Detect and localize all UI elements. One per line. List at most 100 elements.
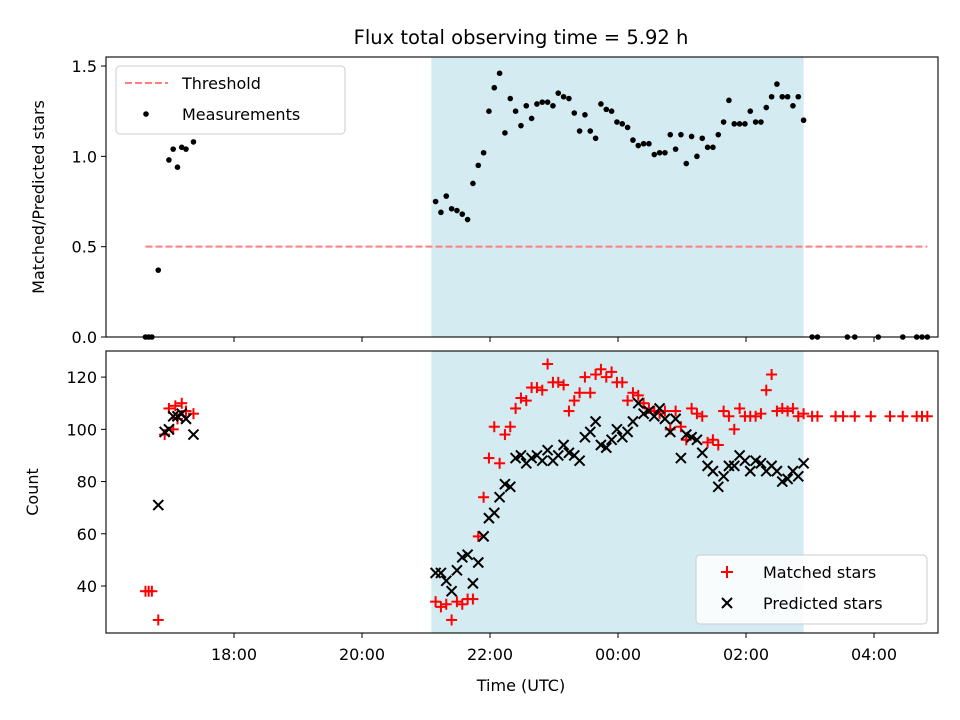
measurement-point [571, 110, 578, 116]
matched-star-point [440, 598, 452, 610]
matched-star-point [510, 402, 522, 414]
matched-star-point [180, 405, 192, 417]
bottom-y-tick-label: 60 [77, 525, 97, 544]
matched-star-point [488, 421, 500, 433]
measurement-point [190, 139, 197, 145]
matched-star-point [723, 410, 735, 422]
measurement-point [790, 102, 796, 109]
bottom-y-tick-label: 100 [66, 420, 97, 439]
measurement-point [619, 121, 626, 127]
predicted-star-point [589, 415, 602, 428]
matched-star-point [478, 491, 490, 503]
predicted-star-point [653, 402, 666, 415]
predicted-star-point [152, 499, 164, 511]
matched-star-point [483, 452, 495, 464]
measurement-point [678, 131, 684, 138]
matched-star-point [606, 366, 618, 378]
measurement-point [752, 119, 759, 125]
predicted-star-point [515, 449, 527, 462]
top-panel: 0.0 0.5 1.0 1.5 Matched/Predicted stars Thr… [29, 56, 939, 347]
predicted-star-point [739, 454, 751, 467]
matched-star-point [696, 410, 708, 422]
matched-star-point [499, 429, 511, 441]
matched-star-point [616, 376, 628, 388]
measurement-point [624, 124, 631, 131]
predicted-star-point [552, 449, 564, 462]
measurement-point [779, 93, 786, 100]
measurement-point [432, 198, 439, 205]
measurement-point [667, 131, 674, 138]
predicted-star-point [584, 426, 596, 438]
matched-star-point [897, 410, 909, 422]
measurement-point [480, 149, 487, 156]
matched-star-point [766, 369, 778, 380]
measurement-point [539, 99, 546, 105]
measurement-point [507, 95, 514, 102]
predicted-star-point [669, 413, 682, 425]
matched-star-point [622, 395, 634, 407]
predicted-star-point [707, 465, 719, 477]
predicted-star-point [696, 447, 708, 459]
measurement-point [459, 211, 466, 217]
matched-star-point [467, 593, 479, 605]
predicted-star-point [440, 575, 452, 587]
matched-star-point [152, 614, 164, 626]
measurement-point [720, 119, 727, 125]
matched-star-point [686, 402, 698, 414]
top-legend: Threshold Measurements [115, 65, 346, 135]
bottom-x-tick-label: 04:00 [851, 645, 897, 664]
measurement-point [694, 153, 700, 160]
matched-star-point [776, 402, 788, 414]
predicted-star-point [712, 481, 724, 493]
measurement-point [662, 149, 668, 156]
matched-star-point [563, 405, 575, 417]
matched-star-point [632, 389, 644, 401]
legend-measurements-label: Measurements [182, 105, 300, 124]
measurements-series [142, 70, 931, 340]
matched-star-point [504, 421, 516, 433]
predicted-star-point [536, 454, 548, 467]
matched-star-point [176, 397, 188, 409]
measurement-point [174, 164, 181, 170]
measurement-point [528, 115, 535, 122]
top-y-tick-label: 0.5 [72, 238, 97, 257]
measurement-point [544, 99, 551, 105]
matched-star-point [542, 358, 554, 370]
measurement-point [672, 146, 679, 152]
legend-predicted-label: Predicted stars [763, 594, 883, 613]
measurement-point [166, 157, 172, 163]
measurement-point [768, 93, 775, 100]
predicted-star-point [445, 585, 458, 597]
measurement-point [170, 146, 176, 152]
measurement-point [763, 104, 770, 111]
matched-star-point [837, 410, 849, 422]
predicted-star-point [755, 457, 767, 469]
predicted-star-point [691, 434, 703, 446]
measurement-point [587, 128, 594, 134]
top-plot-frame [105, 56, 939, 338]
measurement-point [598, 101, 604, 107]
bottom-y-tick-label: 40 [77, 577, 97, 596]
measurement-point [523, 102, 530, 109]
top-y-axis: 0.0 0.5 1.0 1.5 [72, 57, 875, 347]
matched-star-point [792, 410, 804, 422]
measurement-point [502, 130, 508, 136]
predicted-star-point [493, 491, 506, 503]
predicted-star-point [648, 410, 660, 422]
measurement-point [592, 135, 599, 142]
predicted-star-point [611, 423, 623, 436]
predicted-star-point [180, 413, 192, 425]
bottom-x-tick-label: 00:00 [595, 645, 641, 664]
bottom-x-tick-label: 18:00 [211, 645, 257, 664]
bottom-plot-frame [105, 350, 939, 634]
legend-threshold-label: Threshold [181, 74, 261, 93]
predicted-star-point [187, 428, 200, 441]
matched-star-point [446, 614, 458, 626]
matched-star-point [520, 395, 532, 407]
matched-star-point [702, 436, 714, 448]
predicted-star-point [451, 564, 463, 577]
matched-star-point [884, 410, 896, 422]
matched-star-point [169, 400, 181, 412]
bottom-panel: 40 60 80 100 120 18:00 20:00 22:00 00:00 02:00 04… [23, 350, 939, 695]
measurement-point [795, 93, 802, 100]
